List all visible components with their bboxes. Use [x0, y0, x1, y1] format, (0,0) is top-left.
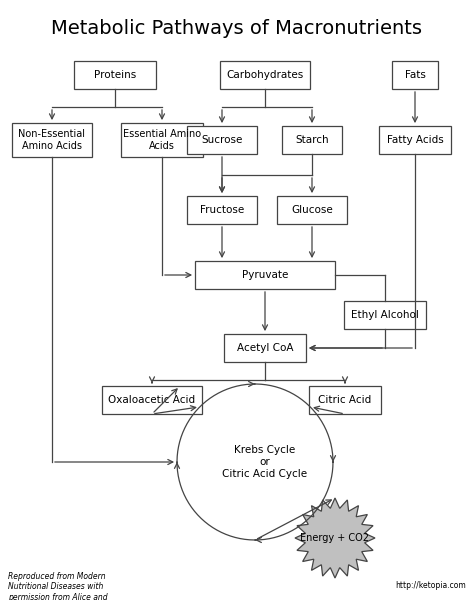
FancyBboxPatch shape — [195, 261, 335, 289]
Text: Reproduced from Modern
Nutritional Diseases with
permission from Alice and
Fred : Reproduced from Modern Nutritional Disea… — [8, 572, 108, 600]
Text: Starch: Starch — [295, 135, 329, 145]
Text: Fatty Acids: Fatty Acids — [387, 135, 443, 145]
Polygon shape — [295, 498, 375, 578]
Text: http://ketopia.com: http://ketopia.com — [395, 581, 466, 590]
FancyBboxPatch shape — [12, 123, 92, 157]
Text: Oxaloacetic Acid: Oxaloacetic Acid — [109, 395, 196, 405]
FancyBboxPatch shape — [74, 61, 156, 89]
Text: Metabolic Pathways of Macronutrients: Metabolic Pathways of Macronutrients — [52, 19, 422, 37]
FancyBboxPatch shape — [220, 61, 310, 89]
FancyBboxPatch shape — [379, 126, 451, 154]
Text: Pyruvate: Pyruvate — [242, 270, 288, 280]
FancyBboxPatch shape — [344, 301, 426, 329]
FancyBboxPatch shape — [282, 126, 342, 154]
Text: Non-Essential
Amino Acids: Non-Essential Amino Acids — [18, 129, 85, 151]
Text: Energy + CO2: Energy + CO2 — [301, 533, 370, 543]
FancyBboxPatch shape — [224, 334, 306, 362]
Text: Fructose: Fructose — [200, 205, 244, 215]
FancyBboxPatch shape — [121, 123, 203, 157]
Text: Proteins: Proteins — [94, 70, 136, 80]
FancyBboxPatch shape — [277, 196, 347, 224]
FancyBboxPatch shape — [102, 386, 202, 414]
Text: Fats: Fats — [405, 70, 426, 80]
FancyBboxPatch shape — [309, 386, 381, 414]
Text: Ethyl Alcohol: Ethyl Alcohol — [351, 310, 419, 320]
Text: Glucose: Glucose — [291, 205, 333, 215]
FancyBboxPatch shape — [187, 196, 257, 224]
Text: Sucrose: Sucrose — [201, 135, 243, 145]
FancyBboxPatch shape — [187, 126, 257, 154]
Text: Essential Amino
Acids: Essential Amino Acids — [123, 129, 201, 151]
Text: Citric Acid: Citric Acid — [319, 395, 372, 405]
FancyBboxPatch shape — [392, 61, 438, 89]
Text: Krebs Cycle
or
Citric Acid Cycle: Krebs Cycle or Citric Acid Cycle — [222, 445, 308, 479]
Text: Carbohydrates: Carbohydrates — [227, 70, 304, 80]
Text: Acetyl CoA: Acetyl CoA — [237, 343, 293, 353]
